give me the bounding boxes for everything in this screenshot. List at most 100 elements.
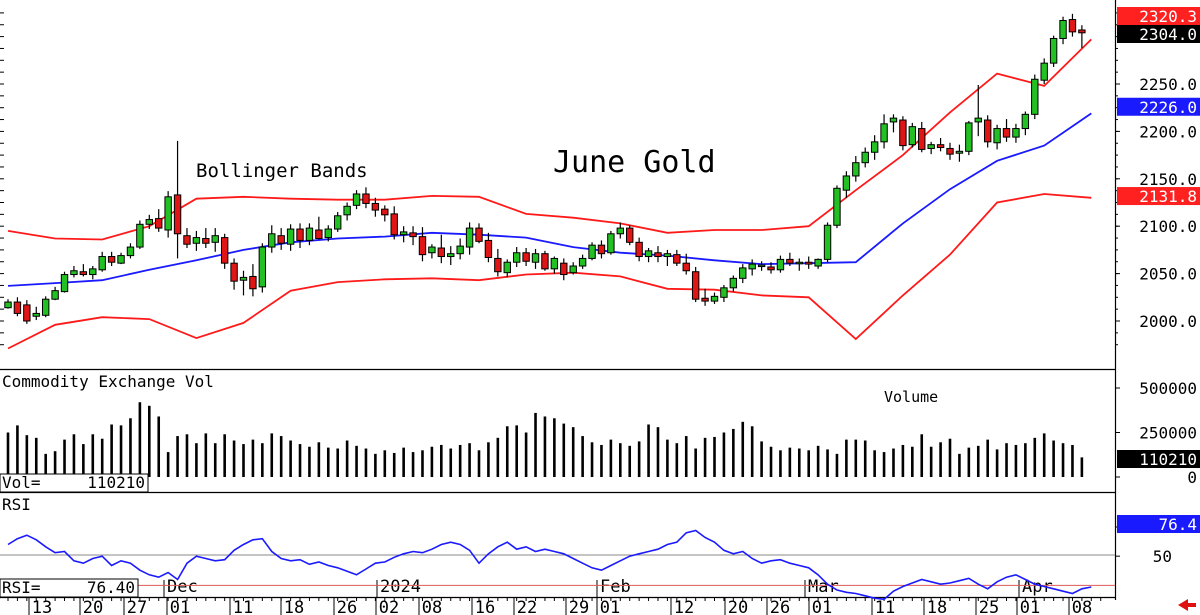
date-tick-label: 11 [233, 598, 253, 615]
candle [277, 228, 285, 250]
candle [918, 121, 926, 153]
candle-body-down [277, 235, 285, 244]
candle [381, 205, 389, 222]
candle-body-down [654, 252, 662, 258]
candle [145, 214, 154, 230]
candle-body-up [531, 253, 540, 263]
volume-bar [82, 444, 85, 477]
candle [79, 264, 88, 277]
candle-body-up [607, 233, 615, 254]
candle [362, 187, 370, 209]
volume-bar [901, 444, 905, 477]
volume-bar [336, 448, 339, 477]
candle-body-up [974, 117, 982, 123]
volume-bar [100, 438, 104, 477]
rsi-readout-box [0, 578, 139, 598]
candle [983, 115, 992, 148]
candle [41, 296, 50, 318]
candle [183, 228, 191, 249]
candle-body-down [691, 271, 700, 300]
candle-body-up [1040, 62, 1048, 81]
volume-bar [477, 450, 481, 477]
volume-bar [911, 446, 914, 477]
candle-body-down [296, 228, 304, 241]
candle [268, 225, 276, 253]
candle-body-up [456, 245, 464, 255]
volume-bar [308, 446, 311, 477]
rsi-line [7, 529, 1092, 601]
volume-bar [487, 442, 490, 477]
candle [324, 225, 332, 242]
candle [654, 246, 662, 263]
candle-body-up [305, 227, 314, 241]
price-badge-label: 2320.3 [1139, 7, 1197, 26]
candle-body-up [51, 290, 59, 300]
candle [955, 144, 964, 162]
candle-body-up [70, 270, 78, 276]
volume-bar [1005, 443, 1008, 477]
volume-bar [647, 424, 650, 477]
volume-bar [6, 432, 10, 477]
candle-body-up [258, 246, 267, 288]
volume-tick-label: 500000 [1139, 379, 1197, 398]
candle [173, 140, 182, 259]
volume-bar [515, 425, 518, 477]
scroll-arrow-icon[interactable] [1178, 599, 1196, 611]
volume-bar [204, 433, 208, 477]
chart-title: June Gold [553, 145, 716, 180]
candle [993, 124, 1001, 150]
candle [1031, 74, 1039, 120]
candle-body-down [315, 229, 323, 240]
price-tick-label: 2250.0 [1139, 75, 1197, 94]
candle-body-down [635, 241, 643, 258]
candle-body-up [644, 250, 653, 258]
candle-body-up [41, 298, 50, 316]
candle [13, 297, 22, 317]
volume-bar [421, 450, 424, 477]
month-label: Feb [600, 577, 631, 597]
volume-bar [16, 425, 19, 477]
candle [644, 248, 653, 263]
candle-body-up [748, 263, 756, 270]
candle-body-down [437, 247, 446, 258]
volume-bar [157, 416, 161, 477]
candle [155, 209, 163, 232]
volume-bar [326, 447, 330, 477]
volume-bar [553, 418, 556, 477]
candle-body-down [418, 236, 427, 256]
candle-body-down [1078, 29, 1086, 34]
candle-body-up [870, 141, 879, 153]
volume-bar [967, 447, 971, 477]
candle [465, 222, 474, 255]
candle-body-down [484, 239, 493, 258]
volume-bars [6, 402, 1084, 477]
candle [908, 122, 917, 148]
volume-bar [929, 446, 933, 477]
candle [626, 225, 634, 246]
candle [512, 247, 521, 267]
candle-body-up [889, 117, 898, 123]
price-tick-label: 2150.0 [1139, 170, 1197, 189]
candle-body-up [1059, 19, 1067, 39]
candle-body-up [861, 151, 869, 164]
volume-bar [270, 433, 274, 477]
candle [437, 234, 446, 264]
candle-body-up [908, 126, 917, 146]
volume-bar [119, 425, 123, 477]
candle [220, 233, 229, 269]
volume-readout-box [0, 473, 149, 493]
volume-bar [750, 426, 754, 477]
volume-bar [534, 412, 537, 477]
date-tick-label: 12 [674, 598, 694, 615]
candle-body-up [447, 253, 455, 258]
candle [748, 259, 756, 276]
volume-tick-label: 250000 [1139, 424, 1197, 443]
candle [1078, 25, 1086, 48]
volume-bar [666, 439, 669, 477]
volume-bar [675, 443, 679, 477]
candle [23, 300, 31, 324]
volume-bar [713, 436, 716, 477]
price-tick-label: 2200.0 [1139, 122, 1197, 141]
volume-bar [138, 402, 142, 477]
